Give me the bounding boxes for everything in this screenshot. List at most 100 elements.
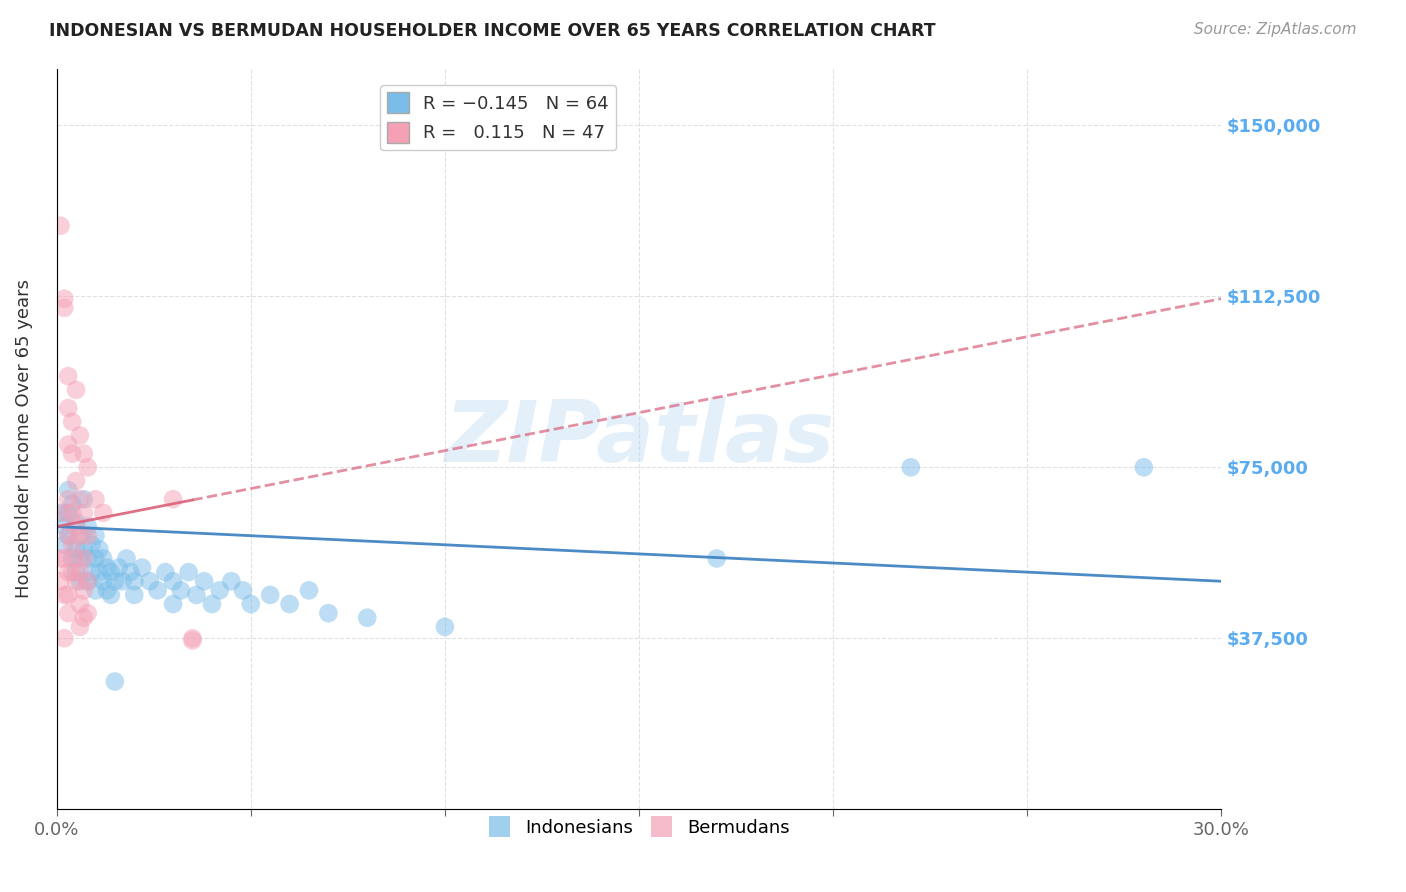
Point: [91, 551, 114, 566]
Point: [65, 519, 87, 533]
Point: [58, 401, 80, 415]
Point: [73, 447, 96, 461]
Point: [53, 301, 76, 315]
Point: [208, 583, 231, 598]
Point: [69, 428, 91, 442]
Point: [221, 574, 243, 589]
Point: [53, 519, 76, 533]
Point: [100, 565, 122, 579]
Point: [107, 560, 129, 574]
Point: [186, 588, 208, 602]
Y-axis label: Householder Income Over 65 years: Householder Income Over 65 years: [15, 279, 32, 599]
Point: [76, 519, 98, 533]
Point: [65, 383, 87, 397]
Point: [706, 551, 728, 566]
Point: [131, 560, 153, 574]
Point: [278, 597, 301, 611]
Point: [96, 560, 118, 574]
Point: [162, 597, 184, 611]
Point: [60, 538, 83, 552]
Point: [104, 674, 127, 689]
Point: [900, 460, 922, 475]
Point: [60, 415, 83, 429]
Point: [433, 620, 456, 634]
Point: [162, 574, 184, 589]
Point: [69, 565, 91, 579]
Point: [1133, 460, 1156, 475]
Point: [69, 492, 91, 507]
Point: [69, 620, 91, 634]
Point: [58, 529, 80, 543]
Point: [318, 606, 340, 620]
Point: [49, 219, 72, 233]
Point: [49, 574, 72, 589]
Point: [91, 574, 114, 589]
Point: [91, 506, 114, 520]
Point: [120, 565, 142, 579]
Point: [100, 588, 122, 602]
Point: [69, 529, 91, 543]
Point: [69, 529, 91, 543]
Point: [162, 492, 184, 507]
Point: [146, 583, 169, 598]
Point: [356, 611, 378, 625]
Point: [73, 542, 96, 557]
Point: [76, 529, 98, 543]
Point: [139, 574, 162, 589]
Point: [193, 574, 215, 589]
Point: [65, 474, 87, 488]
Point: [181, 631, 204, 645]
Point: [84, 529, 107, 543]
Point: [53, 506, 76, 520]
Point: [65, 574, 87, 589]
Point: [76, 574, 98, 589]
Point: [58, 437, 80, 451]
Point: [73, 611, 96, 625]
Point: [96, 583, 118, 598]
Point: [84, 492, 107, 507]
Point: [104, 574, 127, 589]
Point: [80, 565, 103, 579]
Point: [60, 551, 83, 566]
Point: [122, 574, 145, 589]
Point: [73, 506, 96, 520]
Point: [170, 583, 193, 598]
Point: [84, 583, 107, 598]
Text: Source: ZipAtlas.com: Source: ZipAtlas.com: [1194, 22, 1357, 37]
Point: [259, 588, 281, 602]
Point: [232, 583, 254, 598]
Point: [65, 565, 87, 579]
Point: [65, 542, 87, 557]
Point: [53, 292, 76, 306]
Point: [53, 588, 76, 602]
Point: [60, 506, 83, 520]
Point: [84, 551, 107, 566]
Point: [58, 606, 80, 620]
Point: [69, 574, 91, 589]
Point: [89, 542, 111, 557]
Text: INDONESIAN VS BERMUDAN HOUSEHOLDER INCOME OVER 65 YEARS CORRELATION CHART: INDONESIAN VS BERMUDAN HOUSEHOLDER INCOM…: [49, 22, 936, 40]
Text: ZIPatlas: ZIPatlas: [444, 397, 834, 480]
Point: [76, 606, 98, 620]
Point: [53, 538, 76, 552]
Point: [298, 583, 321, 598]
Point: [58, 588, 80, 602]
Legend: Indonesians, Bermudans: Indonesians, Bermudans: [481, 809, 797, 845]
Point: [58, 483, 80, 497]
Point: [76, 551, 98, 566]
Point: [58, 529, 80, 543]
Point: [115, 551, 138, 566]
Point: [201, 597, 224, 611]
Point: [60, 447, 83, 461]
Point: [65, 515, 87, 529]
Point: [69, 551, 91, 566]
Point: [73, 551, 96, 566]
Point: [80, 538, 103, 552]
Point: [60, 497, 83, 511]
Point: [73, 583, 96, 598]
Point: [65, 551, 87, 566]
Point: [89, 565, 111, 579]
Point: [111, 574, 134, 589]
Point: [49, 551, 72, 566]
Point: [76, 460, 98, 475]
